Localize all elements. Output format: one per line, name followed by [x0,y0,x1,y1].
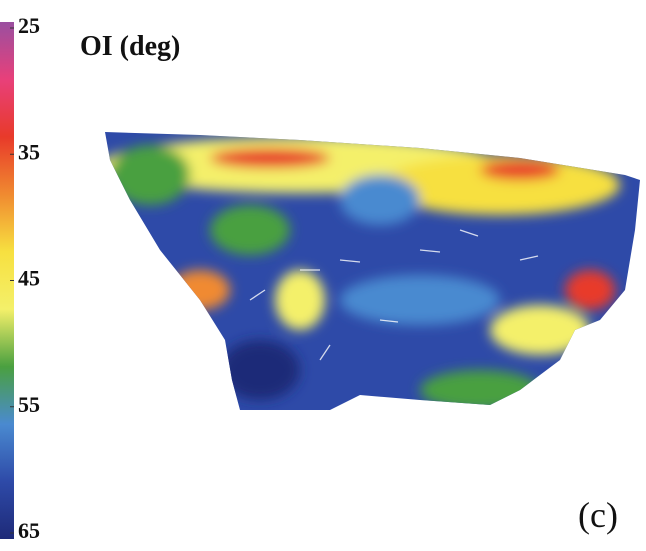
colorbar-tick-label: 55 [18,392,40,417]
chart-title: OI (deg) [80,31,180,62]
panel-label: (c) [578,495,618,535]
colorbar-tick-label: 35 [18,139,40,164]
colorbar-tick-label: 65 [18,518,40,543]
colorbar-tick-label: 25 [18,13,40,38]
figure: OI (deg) (c) 25 35 45 55 65 [0,0,646,551]
map [100,125,645,415]
colorbar-tick-label: 45 [18,266,40,291]
